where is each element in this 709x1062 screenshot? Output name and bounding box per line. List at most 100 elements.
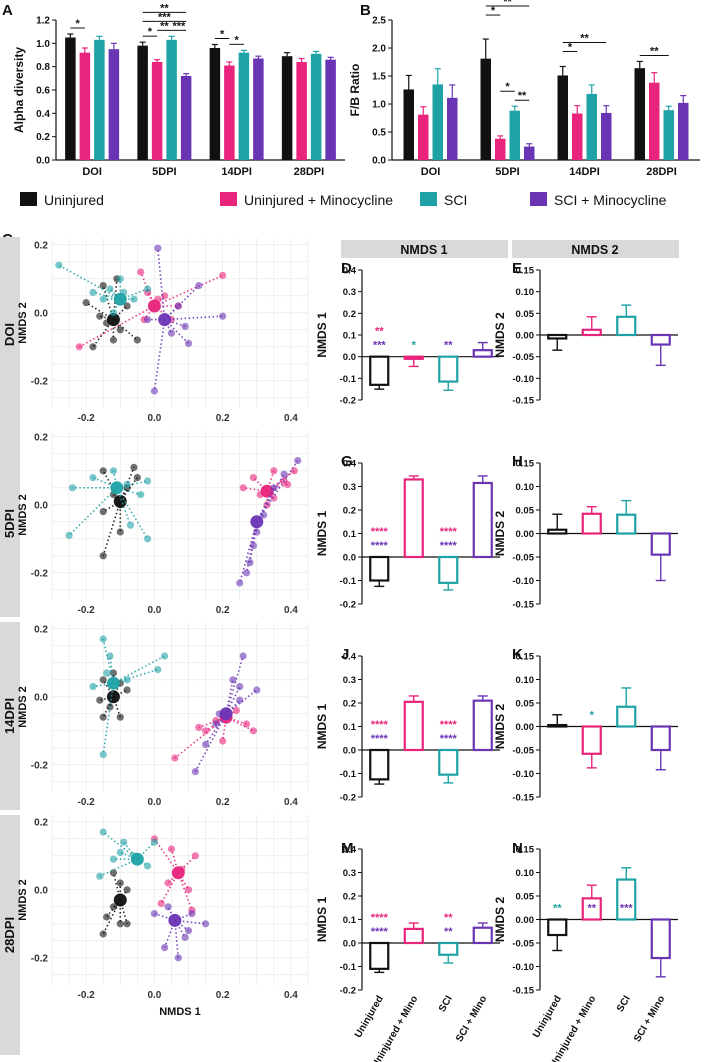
y-axis-label: NMDS 2 [493,704,507,750]
data-point [294,457,302,465]
bar [79,52,91,160]
spider-line [174,716,227,759]
significance-label: * [505,81,510,93]
bar [616,705,637,728]
centroid-point [171,866,185,880]
y-tick-label: 0.2 [34,432,48,443]
y-tick-label: 0.1 [343,331,357,342]
y-axis-label: NMDS 1 [315,897,329,943]
significance-label: * [220,29,225,41]
spider-line [160,872,179,904]
y-tick-label: 0.8 [36,62,50,73]
bar [581,725,602,755]
x-tick-label: 14DPI [221,166,252,178]
column-header: NMDS 1 [400,243,447,257]
y-tick-label: -0.2 [31,376,49,387]
data-point [82,299,90,307]
data-point [229,676,237,684]
bar [310,53,322,161]
data-point [89,343,97,351]
data-point [89,474,97,482]
data-point [188,910,196,918]
significance-stars: **** [371,719,389,731]
bar [663,110,674,160]
spider-line [68,487,118,536]
spider-line [177,872,193,911]
data-point [242,720,251,728]
y-tick-label: 0.0 [36,156,50,167]
spider-line [113,655,166,684]
data-point [246,559,254,567]
y-tick-label: 0.2 [36,132,50,143]
legend-swatch [220,192,237,206]
data-point [106,652,114,660]
bar [403,355,424,360]
x-tick-label: 28DPI [646,166,677,178]
y-tick-label: 1.2 [36,16,50,27]
panel-L: -0.2 0.0 0.2 0.4 -0.2 0.0 0.2 NMDS 2 NMDS 1 [17,815,309,1018]
y-tick-label: -0.1 [340,374,357,385]
spider-line [112,470,118,488]
data-point [116,920,124,928]
panel-E: -0.15 -0.10 -0.05 0.00 0.05 0.10 0.15 NMDS 2 [493,266,678,407]
x-tick-label: SCI [615,994,633,1014]
y-axis-label: NMDS 1 [315,312,329,358]
centroid-point [147,299,161,313]
centroid-point [106,690,120,704]
y-tick-label: 0.2 [343,892,356,903]
y-axis-label: NMDS 2 [17,686,29,728]
data-point [103,913,111,921]
data-point [249,727,257,735]
x-tick-label: 0.4 [284,990,298,1001]
y-tick-label: 0.4 [36,109,50,120]
x-tick-label: 0.0 [147,413,161,424]
data-point [116,848,124,857]
y-axis-label: NMDS 2 [17,494,29,536]
bar [650,333,671,346]
x-tick-label: 28DPI [294,166,325,178]
data-point [219,271,227,279]
data-point [219,312,227,320]
data-point [195,723,203,732]
spider-line [164,319,190,344]
data-point [154,244,162,252]
y-tick-label: -0.05 [512,352,534,363]
significance-label: ** [160,2,169,14]
data-point [181,322,189,330]
data-point [249,474,257,482]
spider-line [164,285,200,321]
y-tick-label: -0.05 [512,939,534,950]
spider-line [153,838,179,874]
significance-label: *** [158,11,172,23]
legend-label: Uninjured + Minocycline [244,192,393,208]
significance-stars: ** [444,340,453,352]
x-tick-label: 0.4 [284,605,298,616]
data-point [260,511,268,519]
bar [524,146,535,160]
significance-stars: **** [371,926,389,938]
x-tick-label: -0.2 [78,413,96,424]
data-point [109,309,118,317]
bar [137,45,148,160]
bar [678,102,689,160]
data-point [99,508,107,516]
y-tick-label: 0.4 [343,845,357,856]
y-tick-label: 0.05 [516,892,535,903]
row-label-band [0,815,20,1055]
y-axis-label: NMDS 2 [493,511,507,557]
data-point [130,295,138,303]
y-tick-label: 0.15 [516,459,535,470]
bar [472,349,493,358]
panel-letter-J: J [341,646,349,663]
x-tick-label: DOI [421,166,441,178]
bar [369,555,390,582]
row-label: DOI [2,323,17,346]
x-axis-label: NMDS 1 [159,1006,201,1018]
data-point [123,920,131,928]
data-point [116,879,124,887]
panel-letter-B: B [360,2,371,19]
panel-B: 0.0 0.5 1.0 1.5 2.0 2.5 F/B Ratio DOI 5DPI 14DPI 2… [348,0,700,178]
y-tick-label: 0.0 [343,553,356,564]
y-tick-label: 0.0 [34,308,48,319]
